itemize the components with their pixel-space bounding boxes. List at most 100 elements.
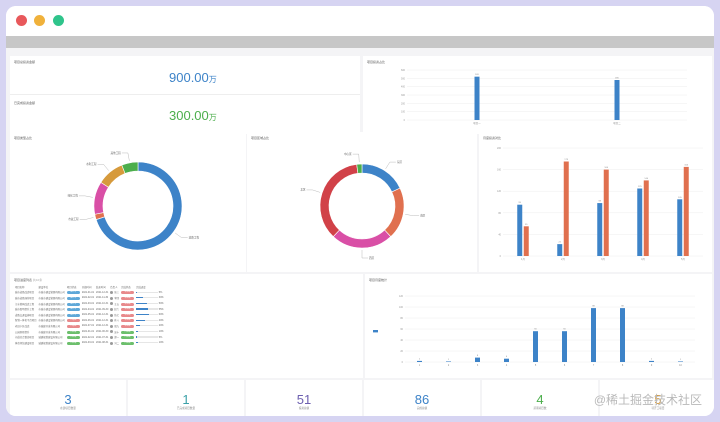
avatar bbox=[110, 302, 114, 306]
cell-end: 2021-10-31 bbox=[96, 302, 109, 306]
donut-slice[interactable] bbox=[361, 163, 401, 193]
close-dot[interactable] bbox=[16, 15, 27, 26]
monthly-compare-panel: 月度投资对比 0 40 80 120 160 200 95 55 1月 22 175 2月 98 160 3… bbox=[479, 132, 712, 272]
table-row[interactable]: 城市照明提升工程 市城市建设管理有限公司 进行中 2021-04-01 2021-09-… bbox=[14, 306, 165, 312]
donut-slice[interactable] bbox=[121, 161, 139, 174]
stat-card[interactable]: 86 完成总额 bbox=[364, 380, 480, 416]
table-row[interactable]: 老旧小区改造 市城建开发有限公司 已延期 2021-07-01 2021-12-31 周九… bbox=[14, 323, 165, 329]
bar[interactable] bbox=[603, 169, 609, 256]
cell-status: 进行中 bbox=[66, 306, 81, 312]
data-label: 6 bbox=[506, 356, 508, 358]
progress-bar bbox=[136, 319, 159, 321]
bar[interactable] bbox=[417, 360, 422, 362]
bar[interactable] bbox=[474, 76, 480, 120]
cell-progress: 5% bbox=[135, 334, 164, 340]
x-tick-label: 4月 bbox=[641, 257, 645, 261]
bar[interactable] bbox=[620, 308, 625, 362]
table-row[interactable]: 智慧一体化平台项目 市城市建设管理有限公司 已延期 2021-06-01 2021-12… bbox=[14, 318, 165, 324]
bar[interactable] bbox=[523, 226, 529, 256]
table-row[interactable]: 城市道路改造项目 市城市建设管理有限公司 进行中 2021-01-01 2021-12-… bbox=[14, 290, 165, 296]
cell-org: 市城市建设管理有限公司 bbox=[38, 313, 65, 317]
y-tick-label: 0 bbox=[402, 361, 404, 364]
cell-progress: 55% bbox=[135, 306, 164, 312]
y-tick-label: 40 bbox=[400, 339, 403, 342]
cell-owner: 张三 bbox=[109, 290, 120, 296]
donut-slice[interactable] bbox=[100, 164, 126, 188]
status-badge: 已完成 bbox=[66, 341, 80, 345]
column-header[interactable]: 结束时间 bbox=[96, 285, 106, 289]
label-line bbox=[97, 164, 109, 171]
bar[interactable] bbox=[557, 244, 563, 256]
maximize-dot[interactable] bbox=[53, 15, 64, 26]
avatar bbox=[110, 319, 114, 323]
table-row[interactable]: 道路交通设施项目 市城市建设管理有限公司 进行中 2021-05-01 2021-12-… bbox=[14, 312, 165, 318]
bar[interactable] bbox=[517, 204, 523, 256]
donut-slice[interactable] bbox=[356, 163, 363, 174]
bar[interactable] bbox=[678, 361, 683, 362]
bar[interactable] bbox=[683, 166, 689, 256]
column-header[interactable]: 负责人 bbox=[110, 285, 118, 289]
x-tick-label: 4 bbox=[506, 364, 508, 367]
bar[interactable] bbox=[563, 161, 569, 257]
stat-value: 3 bbox=[64, 392, 72, 407]
bar[interactable] bbox=[591, 308, 596, 362]
column-header[interactable]: 完成进度 bbox=[136, 285, 146, 289]
table-row[interactable]: 体育场馆建设项目 城建规划建设有限公司 已完成 2021-03-01 2021-08-3… bbox=[14, 340, 165, 346]
status-badge: 进行中 bbox=[66, 313, 80, 317]
address-bar bbox=[6, 36, 714, 48]
stat-card[interactable]: 3 在建项目数量 bbox=[10, 380, 126, 416]
data-label: 98 bbox=[592, 306, 595, 308]
done-badge: 未完成 bbox=[121, 291, 135, 295]
donut-slice[interactable] bbox=[319, 163, 359, 238]
bar[interactable] bbox=[643, 180, 649, 256]
table-row[interactable]: 城市道路绿化项目 市城市建设管理有限公司 进行中 2021-02-01 2021-11-… bbox=[14, 295, 165, 301]
cell-start: 2021-01-01 bbox=[81, 330, 95, 334]
stat-card[interactable]: 1 已完成项目数量 bbox=[128, 380, 244, 416]
cell-start: 2021-03-01 bbox=[81, 341, 95, 345]
label-line bbox=[306, 189, 321, 193]
bar[interactable] bbox=[637, 188, 643, 257]
stat-label: 完成总额 bbox=[416, 407, 428, 410]
donut-slice[interactable] bbox=[332, 229, 392, 249]
cell-end: 2021-11-30 bbox=[96, 296, 109, 300]
column-header[interactable]: 开始时间 bbox=[81, 285, 92, 289]
bar[interactable] bbox=[677, 199, 683, 256]
table-row[interactable]: 河道综合整治项目 城建规划建设有限公司 已完成 2021-02-01 2021-07-3… bbox=[14, 334, 165, 340]
bar[interactable] bbox=[446, 361, 451, 362]
minimize-dot[interactable] bbox=[34, 15, 45, 26]
stat-card[interactable]: 5 待开工项目 bbox=[600, 380, 714, 416]
x-tick-label: 5月 bbox=[681, 257, 685, 261]
bar[interactable] bbox=[504, 358, 509, 362]
column-header[interactable]: 建设单位 bbox=[38, 285, 49, 289]
bar[interactable] bbox=[649, 360, 654, 362]
bar[interactable] bbox=[562, 331, 567, 362]
donut-slice[interactable] bbox=[384, 187, 405, 238]
stat-card[interactable]: 4 延期项目数 bbox=[482, 380, 598, 416]
bar[interactable] bbox=[597, 203, 603, 256]
status-badge: 已延期 bbox=[66, 324, 80, 328]
table-row[interactable]: 公园景观提升 市城建开发有限公司 已完成 2021-01-01 2021-06-30 吴十… bbox=[14, 329, 165, 335]
column-header[interactable]: 项目名称 bbox=[15, 285, 25, 289]
column-header[interactable]: 项目状态 bbox=[66, 285, 77, 289]
cell-owner: 李四 bbox=[109, 295, 120, 301]
status-badge: 已完成 bbox=[66, 336, 80, 340]
cell-start: 2021-05-01 bbox=[81, 313, 95, 317]
stat-card[interactable]: 51 投资总额 bbox=[246, 380, 362, 416]
slice-label: 市政工程 bbox=[68, 217, 79, 221]
x-tick-label: 1 bbox=[419, 364, 421, 367]
column-header[interactable]: 完成状态 bbox=[121, 285, 131, 289]
avatar bbox=[110, 330, 114, 334]
monthly-stats-bar-chart: 0 20 40 60 80 100 120 2 1 1 2 8 3 6 4 56 5 56 6 98 7 98 8 2 9 1 10 bbox=[373, 295, 695, 367]
bar[interactable] bbox=[533, 331, 538, 362]
data-label: 160 bbox=[604, 167, 608, 169]
completed-investment-value: 300.00万 bbox=[169, 108, 217, 123]
cell-start: 2021-03-01 bbox=[81, 302, 95, 306]
avatar bbox=[110, 324, 114, 328]
done-badge: 未完成 bbox=[121, 313, 135, 317]
donut-slice[interactable] bbox=[93, 182, 109, 215]
bar[interactable] bbox=[614, 80, 620, 120]
bar[interactable] bbox=[475, 357, 480, 362]
cell-org: 市城建开发有限公司 bbox=[38, 324, 61, 328]
table-row[interactable]: 污水管网改造工程 市城市建设管理有限公司 进行中 2021-03-01 2021-10-… bbox=[14, 301, 165, 307]
type-ratio-panel: 项目类型占比 道路工程 市政工程 绿化工程 水利工程 其他工程 bbox=[10, 132, 246, 272]
